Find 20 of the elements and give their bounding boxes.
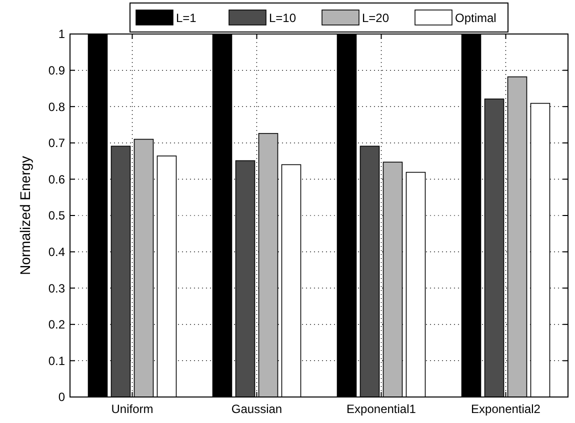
x-tick-label: Exponential2: [471, 402, 541, 416]
y-tick-label: 0.6: [48, 172, 66, 186]
y-tick-label: 0.3: [48, 281, 66, 296]
y-axis-title: Normalized Energy: [17, 156, 33, 276]
y-tick-label: 1: [58, 27, 66, 42]
y-tick-label: 0: [58, 390, 66, 404]
legend-label: L=20: [362, 11, 390, 26]
y-tick-label: 0.9: [48, 64, 66, 78]
y-tick-label: 0.7: [48, 136, 66, 150]
y-tick-label: 0.5: [48, 208, 66, 223]
y-tick-label: 0.2: [48, 318, 66, 332]
legend-label: Optimal: [455, 11, 496, 26]
y-tick-label: 0.4: [48, 245, 66, 259]
x-tick-label: Gaussian: [231, 402, 282, 416]
x-tick-label: Uniform: [111, 402, 154, 416]
legend-label: L=1: [176, 11, 197, 26]
legend-label: L=10: [269, 11, 296, 26]
y-tick-label: 0.1: [48, 354, 66, 368]
y-tick-label: 0.8: [48, 100, 66, 114]
x-tick-label: Exponential1: [346, 402, 416, 416]
